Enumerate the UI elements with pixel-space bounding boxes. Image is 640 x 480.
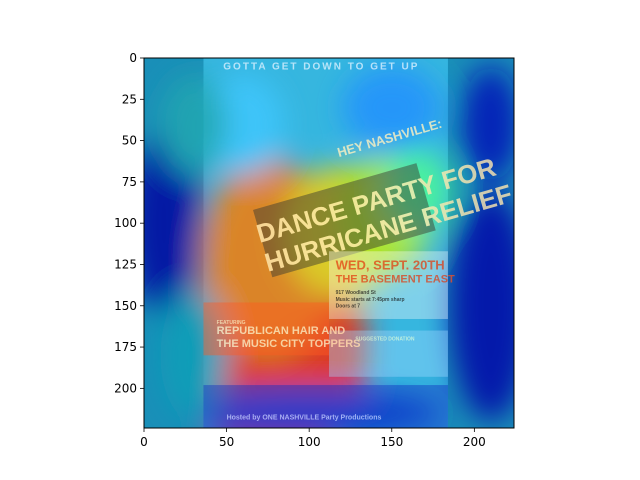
poster-details-3: Doors at 7 xyxy=(336,303,361,309)
x-tick-label: 150 xyxy=(380,435,403,449)
heat-region xyxy=(342,66,442,149)
heat-layer xyxy=(144,66,514,428)
heat-region xyxy=(160,289,227,422)
donation-panel xyxy=(329,330,448,377)
y-tick-label: 25 xyxy=(122,92,137,106)
x-axis: 0 50 100 150 200 xyxy=(140,428,486,449)
axes-frame xyxy=(143,57,515,429)
footer-waves xyxy=(203,385,448,428)
poster-details-1: 917 Woodland St xyxy=(336,290,377,296)
poster-date: WED, SEPT. 20TH xyxy=(336,257,445,272)
heat-region xyxy=(461,66,514,182)
date-panel xyxy=(329,251,448,319)
poster-suggested: SUGGESTED DONATION xyxy=(355,336,414,342)
heat-region xyxy=(201,74,285,174)
x-tick-label: 0 xyxy=(140,435,148,449)
x-tick-label: 100 xyxy=(298,435,321,449)
x-tick-label: 50 xyxy=(219,435,234,449)
headline-banner xyxy=(253,163,436,278)
feature-panel xyxy=(203,302,329,356)
y-tick-label: 100 xyxy=(114,216,137,230)
y-axis: 0 25 50 75 100 125 150 175 200 xyxy=(114,51,144,395)
y-tick-label: 75 xyxy=(122,175,137,189)
heat-region xyxy=(383,148,450,232)
y-tick-label: 50 xyxy=(122,134,137,148)
poster-featuring: FEATURING xyxy=(217,320,246,326)
poster-details-2: Music starts at 7:45pm sharp xyxy=(336,297,405,303)
heat-region xyxy=(144,132,201,314)
y-tick-label: 150 xyxy=(114,299,137,313)
y-tick-label: 125 xyxy=(114,257,137,271)
poster-top-line: GOTTA GET DOWN TO GET UP xyxy=(223,62,419,73)
poster-hosted: Hosted by ONE NASHVILLE Party Production… xyxy=(227,415,382,422)
x-tick-label: 200 xyxy=(463,435,486,449)
heat-region xyxy=(449,190,514,422)
poster-band-1: REPUBLICAN HAIR AND xyxy=(217,325,346,337)
plot-area: GOTTA GET DOWN TO GET UP HEY NASHVILLE: … xyxy=(144,58,514,428)
poster-venue: THE BASEMENT EAST xyxy=(336,274,455,286)
y-tick-label: 175 xyxy=(114,340,137,354)
poster-band-2: THE MUSIC CITY TOPPERS xyxy=(217,338,361,350)
y-tick-label: 200 xyxy=(114,381,137,395)
heat-region xyxy=(177,393,442,428)
heat-region xyxy=(160,74,227,174)
y-tick-label: 0 xyxy=(129,51,137,65)
